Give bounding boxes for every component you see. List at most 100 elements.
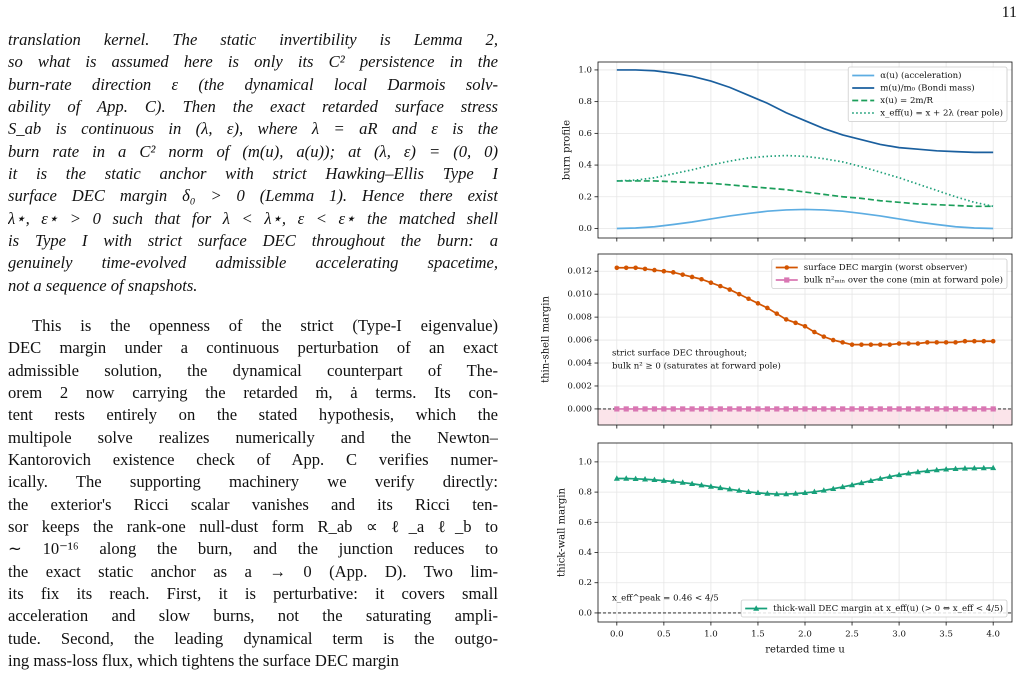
marker [896, 471, 903, 478]
paragraph: This is the openness of the strict (Type… [8, 315, 498, 673]
marker [962, 338, 968, 344]
y-tick-label: 1.0 [578, 457, 592, 467]
marker [971, 406, 977, 412]
marker [858, 406, 865, 412]
marker [793, 320, 798, 326]
plot-frame [597, 442, 1013, 623]
series-line [616, 69, 994, 154]
marker [623, 475, 630, 481]
x-tick-label: 2.5 [845, 630, 859, 640]
marker [707, 483, 714, 489]
text-line: ability of App. C). Then the exact retar… [8, 97, 498, 117]
legend: thick-wall DEC margin at x_eff(u) (> 0 ⇔… [740, 599, 1008, 618]
page-number: 11 [1001, 4, 1017, 21]
marker [972, 338, 977, 344]
marker [698, 406, 705, 412]
y-tick-label: 0.002 [567, 381, 592, 391]
marker [933, 466, 940, 473]
marker [934, 340, 940, 345]
y-tick-label: 0.012 [567, 267, 592, 277]
text-line: the exact static anchor as a → 0 (App. D… [8, 561, 498, 581]
text-line: Kantorovich existence check of App. C ve… [8, 450, 498, 470]
marker [887, 342, 892, 347]
legend-label: surface DEC margin (worst observer) [804, 262, 968, 273]
marker [623, 265, 629, 271]
marker [849, 481, 856, 488]
legend-box [771, 258, 1008, 289]
marker [990, 406, 996, 412]
marker [802, 406, 808, 412]
marker [943, 340, 949, 345]
marker [773, 490, 780, 497]
x-tick-label: 1.5 [751, 630, 765, 640]
series-line [616, 208, 994, 230]
marker [802, 324, 808, 329]
marker [642, 266, 648, 272]
marker [859, 342, 864, 347]
marker [689, 274, 695, 280]
marker [980, 464, 987, 471]
text-line: burn rate in a C² norm of (m(u), a(u)); … [8, 141, 498, 161]
marker [652, 267, 657, 273]
y-tick-label: 0.008 [567, 313, 592, 323]
marker [642, 476, 649, 482]
marker [745, 406, 752, 412]
marker [746, 296, 751, 302]
marker [680, 406, 686, 412]
marker [718, 283, 723, 289]
marker [924, 467, 931, 474]
legend-label: x_eff(u) = x + 2λ (rear pole) [880, 108, 1003, 119]
marker [745, 488, 752, 494]
plot-frame [597, 61, 1013, 239]
marker [632, 475, 639, 481]
marker [905, 470, 912, 476]
marker [642, 406, 648, 412]
marker [727, 287, 733, 292]
marker [812, 329, 817, 335]
annotation: x_eff^peak = 0.46 < 4/5 [612, 594, 719, 604]
marker [698, 481, 705, 488]
marker [830, 406, 836, 412]
marker [784, 277, 790, 283]
legend-label: α(u) (acceleration) [880, 70, 961, 81]
marker [877, 342, 883, 347]
marker [774, 311, 780, 316]
marker [961, 465, 968, 471]
marker [820, 487, 827, 493]
y-tick-label: 0.010 [567, 290, 592, 300]
legend: surface DEC margin (worst observer) bulk … [771, 258, 1008, 289]
text-line: genuinely time-evolved admissible accele… [8, 253, 498, 273]
text-line: This is the openness of the strict (Type… [32, 316, 498, 335]
marker [717, 484, 724, 491]
marker [689, 480, 696, 486]
marker [783, 490, 790, 497]
x-tick-label: 4.0 [986, 630, 1000, 640]
marker [765, 305, 770, 311]
y-tick-label: 0.2 [578, 578, 592, 588]
legend-box [740, 599, 1008, 618]
marker [877, 406, 883, 412]
annotation: strict surface DEC throughout; [612, 349, 747, 359]
text-line: sor keeps the rank-one null-dust form R_… [8, 517, 498, 537]
text-line: ically. The supporting machinery we veri… [8, 472, 498, 492]
marker [755, 406, 761, 412]
series-line [616, 154, 994, 208]
marker [981, 406, 987, 412]
text-line: burn-rate direction ε (the dynamical loc… [8, 74, 498, 94]
marker [896, 406, 902, 412]
y-axis-label: burn profile [562, 120, 573, 180]
text-line: so what is assumed here is only its C² p… [8, 52, 498, 72]
text-line: DEC margin under a continuous perturbati… [8, 338, 498, 358]
marker [811, 488, 818, 494]
marker [906, 341, 911, 346]
marker [887, 406, 893, 412]
marker [811, 406, 818, 412]
marker [792, 490, 799, 496]
text-line: surface DEC margin δ₀ > 0 (Lemma 1). Hen… [8, 186, 498, 206]
x-tick-label: 1.0 [704, 630, 718, 640]
y-axis-label: thick-wall margin [557, 488, 568, 577]
marker [914, 468, 921, 475]
marker [821, 334, 827, 339]
marker [623, 406, 629, 412]
marker [708, 280, 714, 285]
